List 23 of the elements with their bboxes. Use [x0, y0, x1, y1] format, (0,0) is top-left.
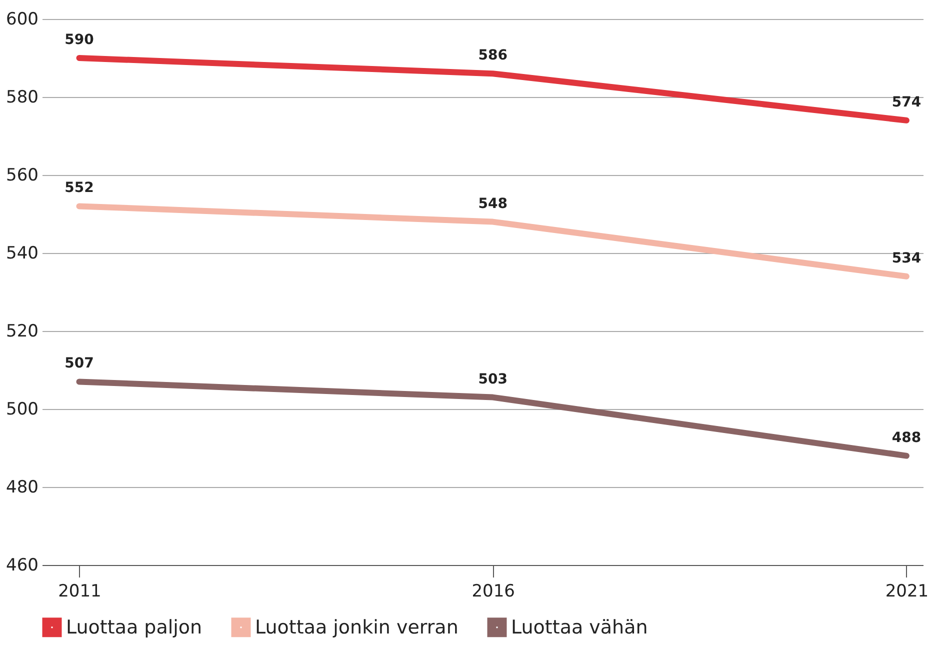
y-tick-label: 520: [6, 322, 38, 342]
data-label: 552: [64, 180, 94, 196]
data-label: 534: [892, 250, 922, 266]
data-label: 507: [64, 356, 94, 372]
y-tick-label: 500: [6, 400, 38, 420]
data-label: 503: [478, 371, 508, 388]
y-tick-label: 580: [6, 88, 38, 108]
y-tick-label: 600: [6, 10, 38, 30]
data-label: 590: [64, 32, 94, 48]
y-tick-label: 460: [6, 556, 38, 576]
legend-label: Luottaa vähän: [511, 616, 648, 638]
y-tick-label: 540: [6, 244, 38, 264]
x-tick-label: 2016: [472, 582, 515, 602]
data-label: 548: [478, 196, 508, 212]
x-tick-label: 2011: [58, 582, 102, 602]
y-tick-label: 480: [6, 478, 38, 498]
x-tick-label: 2021: [885, 582, 929, 602]
data-label: 574: [892, 94, 922, 110]
y-tick-label: 560: [6, 166, 38, 186]
legend-label: Luottaa paljon: [66, 616, 202, 638]
data-label: 586: [478, 48, 508, 64]
data-label: 488: [892, 430, 922, 446]
legend-label: Luottaa jonkin verran: [255, 616, 458, 638]
